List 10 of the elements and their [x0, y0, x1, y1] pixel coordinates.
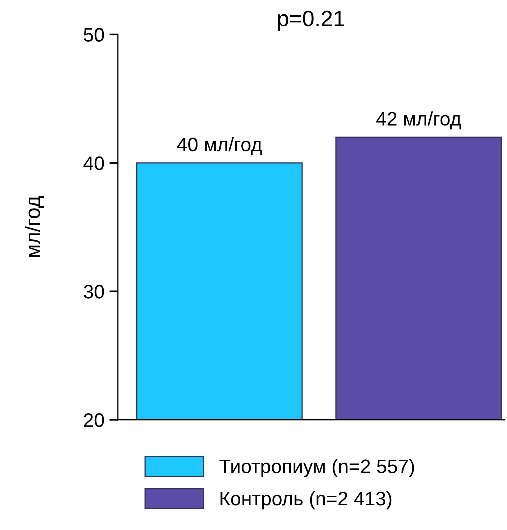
data-label: 42 мл/год: [376, 112, 462, 130]
y-tick-label: 20: [84, 413, 104, 428]
y-tick-label: 50: [84, 28, 104, 42]
y-tick-label: 40: [84, 156, 104, 170]
legend-label: Тиотропиум (n=2 557): [220, 459, 414, 478]
chart-title: p=0.21: [278, 10, 345, 31]
y-tick-label: 30: [84, 285, 104, 299]
data-label: 40 мл/год: [177, 137, 262, 156]
y-axis-title: мл/год: [25, 196, 44, 258]
legend-label: Контроль (n=2 413): [220, 491, 392, 510]
